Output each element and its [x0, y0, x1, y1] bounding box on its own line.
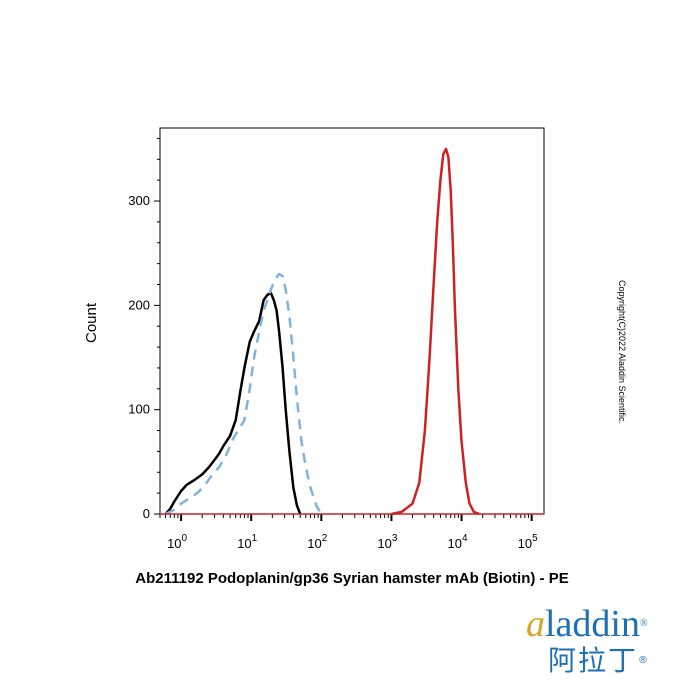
chart-title: Ab211192 Podoplanin/gp36 Syrian hamster … [135, 570, 568, 587]
x-tick-exponent: 5 [532, 533, 538, 544]
y-tick-label: 300 [128, 193, 150, 208]
logo-chinese: 阿拉丁® [548, 644, 650, 678]
y-axis: 0 100 200 300 [128, 137, 160, 521]
y-tick-label: 0 [143, 506, 150, 521]
copyright-text: Copyright(C)2022 Aladdin Scientific. [617, 280, 627, 424]
y-tick-label: 200 [128, 297, 150, 312]
logo-english: aladdin® [526, 604, 648, 644]
series-line-3 [391, 147, 480, 516]
x-tick-exponent: 1 [252, 533, 258, 544]
x-tick-exponent: 3 [392, 533, 398, 544]
x-tick-exponent: 0 [182, 533, 188, 544]
y-tick-label: 100 [128, 402, 150, 417]
x-tick-exponent: 4 [462, 533, 468, 544]
x-tick-label: 100 [167, 533, 187, 551]
x-tick-label: 103 [377, 533, 397, 551]
x-tick-label: 101 [237, 533, 257, 551]
y-axis-title: Count [83, 302, 100, 343]
x-tick-label: 104 [448, 533, 468, 551]
x-axis: 100 101 102 103 104 105 [159, 514, 538, 551]
aladdin-logo: aladdin® 阿拉丁® [526, 604, 686, 684]
series-line-2 [165, 272, 323, 516]
x-tick-label: 102 [307, 533, 327, 551]
x-tick-exponent: 2 [322, 533, 328, 544]
logo-rest-text: laddin [545, 603, 640, 645]
logo-chinese-text: 阿拉丁 [548, 644, 639, 677]
logo-registered-mark: ® [639, 618, 648, 629]
series-line-1 [164, 291, 302, 515]
logo-chinese-registered-mark: ® [638, 655, 651, 666]
series-group [160, 147, 544, 516]
x-tick-label: 105 [518, 533, 538, 551]
logo-first-letter: a [526, 603, 545, 645]
